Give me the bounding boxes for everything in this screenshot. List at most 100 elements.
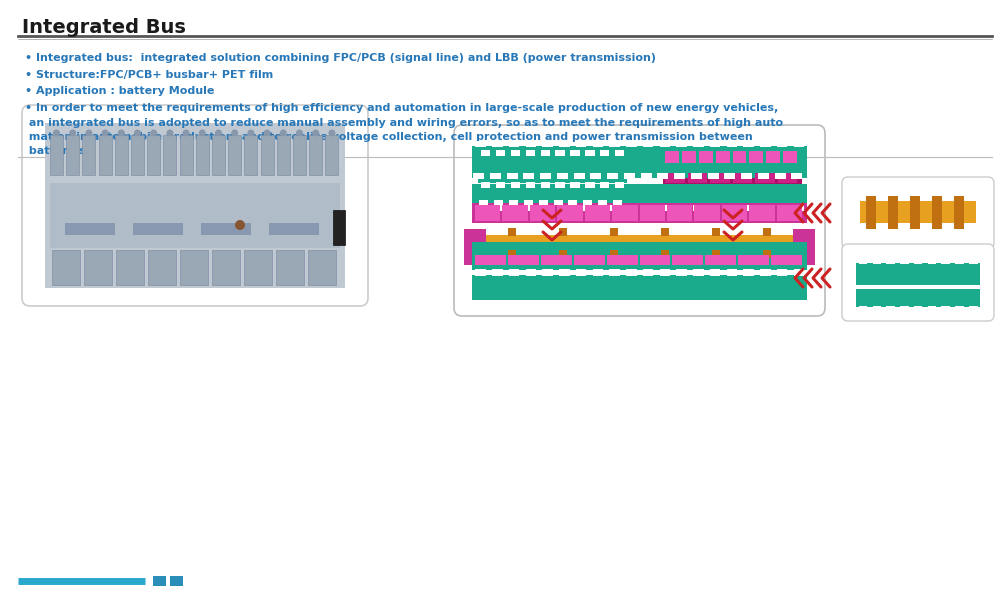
Bar xyxy=(180,250,208,285)
Bar xyxy=(593,205,603,211)
Bar xyxy=(525,270,536,276)
Bar xyxy=(509,200,518,205)
Circle shape xyxy=(86,130,93,136)
Bar xyxy=(540,300,551,306)
Bar xyxy=(557,205,583,221)
Bar xyxy=(659,141,670,147)
Bar xyxy=(170,576,183,586)
Bar xyxy=(954,196,964,229)
Circle shape xyxy=(199,130,206,136)
Bar xyxy=(927,258,936,264)
Bar xyxy=(509,205,519,211)
Bar xyxy=(147,135,160,175)
Bar xyxy=(475,255,506,265)
Bar xyxy=(610,269,620,275)
Bar xyxy=(553,200,562,205)
Bar xyxy=(559,269,570,275)
Bar xyxy=(559,205,570,211)
Bar xyxy=(694,141,704,147)
Bar xyxy=(586,150,595,156)
Bar xyxy=(526,182,535,188)
Bar xyxy=(743,141,754,147)
Bar xyxy=(659,270,670,276)
Bar xyxy=(559,270,570,276)
Bar xyxy=(657,300,668,306)
Bar xyxy=(708,300,719,306)
Bar xyxy=(585,205,610,221)
Bar xyxy=(523,173,534,179)
Bar xyxy=(472,253,807,267)
Bar xyxy=(492,270,503,276)
Bar xyxy=(574,300,585,306)
Bar xyxy=(612,205,637,221)
Circle shape xyxy=(150,130,157,136)
Bar xyxy=(725,300,735,306)
Bar xyxy=(509,270,519,276)
Text: • Structure:FPC/PCB+ busbar+ PET film: • Structure:FPC/PCB+ busbar+ PET film xyxy=(25,70,273,80)
Circle shape xyxy=(247,130,254,136)
Bar xyxy=(508,255,539,265)
Bar xyxy=(749,151,763,163)
Bar xyxy=(774,300,785,306)
Bar xyxy=(766,151,780,163)
Bar xyxy=(859,306,867,312)
Bar xyxy=(661,228,669,236)
Bar xyxy=(741,173,752,179)
Bar xyxy=(667,205,692,221)
Bar xyxy=(694,205,704,211)
Bar xyxy=(476,269,486,275)
Bar xyxy=(607,300,618,306)
Bar xyxy=(777,205,787,211)
Bar xyxy=(783,151,797,163)
Bar xyxy=(663,149,802,165)
Bar xyxy=(771,255,802,265)
Bar xyxy=(576,141,587,147)
Bar xyxy=(643,270,653,276)
Bar xyxy=(672,255,704,265)
Bar xyxy=(472,184,807,206)
Bar xyxy=(690,173,702,179)
Bar xyxy=(555,150,564,156)
Bar xyxy=(496,150,505,156)
Bar xyxy=(538,200,547,205)
Bar xyxy=(607,255,637,265)
Bar xyxy=(153,576,166,586)
Bar xyxy=(523,300,534,306)
Circle shape xyxy=(182,130,190,136)
Bar xyxy=(676,269,686,275)
Bar xyxy=(276,250,304,285)
Bar xyxy=(710,270,721,276)
Bar xyxy=(600,150,610,156)
Bar xyxy=(555,182,564,188)
Bar xyxy=(542,205,552,211)
Bar xyxy=(464,229,486,265)
Bar xyxy=(490,300,501,306)
Bar xyxy=(873,258,881,264)
Bar xyxy=(681,151,696,163)
Bar xyxy=(956,306,964,312)
Bar xyxy=(674,300,685,306)
Circle shape xyxy=(296,130,303,136)
Bar xyxy=(713,228,721,236)
Bar xyxy=(624,173,635,179)
Bar xyxy=(758,173,769,179)
Bar xyxy=(676,270,686,276)
Bar xyxy=(741,300,752,306)
Bar xyxy=(665,173,684,183)
Bar xyxy=(626,141,637,147)
Bar xyxy=(776,205,802,221)
Bar xyxy=(626,205,637,211)
Bar xyxy=(793,270,804,276)
Bar xyxy=(540,150,550,156)
Bar xyxy=(65,223,115,235)
Bar xyxy=(472,146,807,178)
Bar xyxy=(576,269,587,275)
Bar xyxy=(873,306,881,312)
Bar xyxy=(492,205,503,211)
Bar xyxy=(472,275,807,300)
Bar xyxy=(610,228,618,236)
Bar xyxy=(866,196,876,229)
Bar xyxy=(84,250,112,285)
Bar xyxy=(914,258,922,264)
FancyBboxPatch shape xyxy=(464,127,641,219)
